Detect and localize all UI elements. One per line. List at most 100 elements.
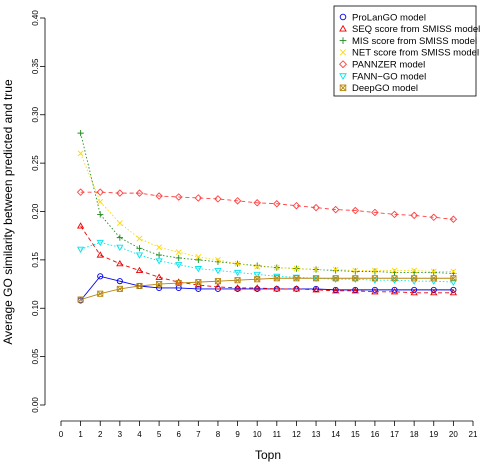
data-point-seq-score-from-smiss-model [410,289,418,296]
data-point-fann-go-model [194,266,202,273]
data-point-prolango-model [116,278,123,285]
data-point-pannzer-model [351,206,360,215]
data-point-deepgo-model [254,276,261,283]
data-point-deepgo-model [430,275,437,282]
x-tick-label: 21 [469,430,478,439]
data-point-prolango-model [371,286,378,293]
data-point-mis-score-from-smiss-model [136,245,143,252]
data-point-seq-score-from-smiss-model [135,266,144,274]
data-point-deepgo-model [450,275,457,282]
data-point-prolango-model [411,286,418,293]
x-tick-label: 2 [98,430,103,439]
data-point-seq-score-from-smiss-model [116,259,124,267]
y-tick-label: 0.00 [31,397,40,413]
x-tick-label: 6 [176,430,181,439]
legend-marker [339,73,347,80]
data-point-mis-score-from-smiss-model [195,256,202,263]
y-tick-label: 0.30 [31,106,40,122]
x-tick-label: 19 [429,430,438,439]
data-point-mis-score-from-smiss-model [175,254,182,262]
data-point-net-score-from-smiss-model [293,265,300,272]
data-point-deepgo-model [175,280,182,287]
data-point-net-score-from-smiss-model [273,264,280,271]
data-point-deepgo-model [97,290,104,297]
y-tick-label: 0.15 [31,252,40,268]
data-point-prolango-model [450,286,457,293]
data-point-deepgo-model [293,275,300,282]
data-point-deepgo-model [116,285,123,292]
series-line-mis-score-from-smiss-model [80,133,454,274]
data-point-deepgo-model [77,296,84,303]
data-point-fann-go-model [430,278,438,285]
x-tick-label: 9 [235,430,240,439]
series-line-prolango-model [80,275,454,301]
data-point-net-score-from-smiss-model [215,256,221,263]
data-point-pannzer-model [430,213,438,222]
legend-box [333,5,477,97]
x-tick-label: 8 [216,430,221,439]
x-tick-label: 0 [59,430,64,439]
legend-marker [339,24,347,32]
data-point-pannzer-model [253,199,261,207]
data-point-deepgo-model [352,275,359,282]
x-tick-label: 1 [78,430,83,439]
y-tick-label: 0.20 [31,203,40,219]
data-point-deepgo-model [332,275,339,282]
x-tick-label: 5 [157,430,162,439]
data-point-pannzer-model [233,197,242,205]
data-point-deepgo-model [195,279,202,286]
data-point-pannzer-model [371,208,379,217]
legend-label: PANNZER model [352,60,425,71]
data-point-prolango-model [195,285,202,292]
data-point-prolango-model [391,286,398,293]
data-point-seq-score-from-smiss-model [214,283,222,290]
data-point-seq-score-from-smiss-model [371,288,379,295]
y-tick-label: 0.40 [31,10,40,26]
data-point-seq-score-from-smiss-model [273,285,281,292]
data-point-pannzer-model [273,200,281,208]
legend-marker [339,84,347,92]
data-point-pannzer-model [410,211,418,220]
legend-label: NET score from SMISS model [352,48,479,59]
series-line-fann-go-model [80,241,454,283]
data-point-net-score-from-smiss-model [430,268,437,275]
data-point-fann-go-model [410,278,418,285]
data-point-net-score-from-smiss-model [391,267,398,274]
data-point-pannzer-model [155,192,163,200]
data-point-fann-go-model [312,275,320,283]
data-point-deepgo-model [371,275,378,282]
data-point-pannzer-model [135,189,144,197]
data-point-pannzer-model [331,205,340,214]
data-point-pannzer-model [194,194,203,202]
data-point-mis-score-from-smiss-model [97,211,104,218]
data-point-net-score-from-smiss-model [116,220,123,227]
data-point-net-score-from-smiss-model [332,266,339,273]
data-point-fann-go-model [155,258,163,265]
data-point-seq-score-from-smiss-model [351,287,359,294]
data-point-pannzer-model [96,188,104,196]
data-point-seq-score-from-smiss-model [155,273,163,280]
data-point-deepgo-model [391,275,398,282]
data-point-seq-score-from-smiss-model [390,288,399,295]
x-tick-label: 11 [273,430,282,439]
data-point-pannzer-model [292,201,301,210]
x-tick-label: 4 [137,430,142,439]
data-point-net-score-from-smiss-model [77,150,84,157]
y-tick-label: 0.10 [31,300,40,316]
data-point-mis-score-from-smiss-model [116,234,123,241]
data-point-net-score-from-smiss-model [450,268,457,275]
data-point-deepgo-model [312,275,320,282]
legend-label: FANN−GO model [352,71,426,82]
data-point-pannzer-model [116,189,124,197]
data-point-seq-score-from-smiss-model [253,284,261,291]
data-point-net-score-from-smiss-model [234,260,241,267]
data-point-deepgo-model [214,278,222,285]
series-line-seq-score-from-smiss-model [80,225,454,294]
data-point-deepgo-model [156,281,163,288]
data-point-prolango-model [430,286,437,293]
data-point-deepgo-model [273,275,280,282]
x-tick-label: 20 [449,430,458,439]
legend-label: SEQ score from SMISS model [352,24,480,35]
data-point-fann-go-model [449,279,458,286]
